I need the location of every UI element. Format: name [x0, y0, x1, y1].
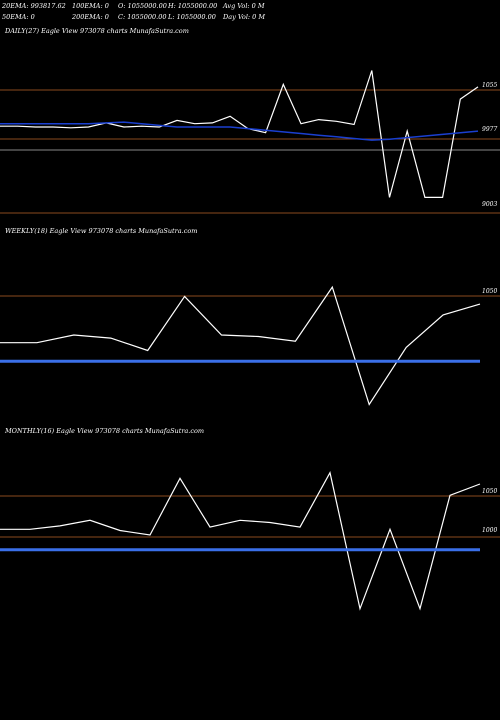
header-close: C: 1055000.00 — [118, 13, 167, 21]
header-avg-vol: Avg Vol: 0 M — [223, 2, 265, 10]
header-100ema: 100EMA: 0 — [72, 2, 109, 10]
daily-y-label-0: 1055 — [482, 82, 497, 89]
monthly-chart-title: MONTHLY(16) Eagle View 973078 charts Mun… — [5, 427, 205, 435]
header-200ema: 200EMA: 0 — [72, 13, 109, 21]
weekly-chart-title: WEEKLY(18) Eagle View 973078 charts Muna… — [5, 227, 198, 235]
weekly-series-price — [0, 285, 481, 406]
monthly-y-label-1: 1000 — [482, 527, 497, 534]
daily-series-ema — [0, 121, 479, 141]
daily-y-label-1: 9977 — [482, 126, 497, 133]
header-20ema: 20EMA: 993817.62 — [2, 2, 66, 10]
monthly-series-price — [0, 471, 481, 611]
header-50ema: 50EMA: 0 — [2, 13, 35, 21]
header-low: L: 1055000.00 — [168, 13, 216, 21]
header-day-vol: Day Vol: 0 M — [223, 13, 266, 21]
header-open: O: 1055000.00 — [118, 2, 167, 10]
monthly-y-label-0: 1050 — [482, 488, 497, 495]
daily-series-price — [0, 70, 479, 198]
daily-y-label-2: 9003 — [482, 201, 497, 208]
daily-chart-title: DAILY(27) Eagle View 973078 charts Munaf… — [5, 27, 189, 35]
header-high: H: 1055000.00 — [168, 2, 218, 10]
weekly-y-label-0: 1050 — [482, 288, 497, 295]
